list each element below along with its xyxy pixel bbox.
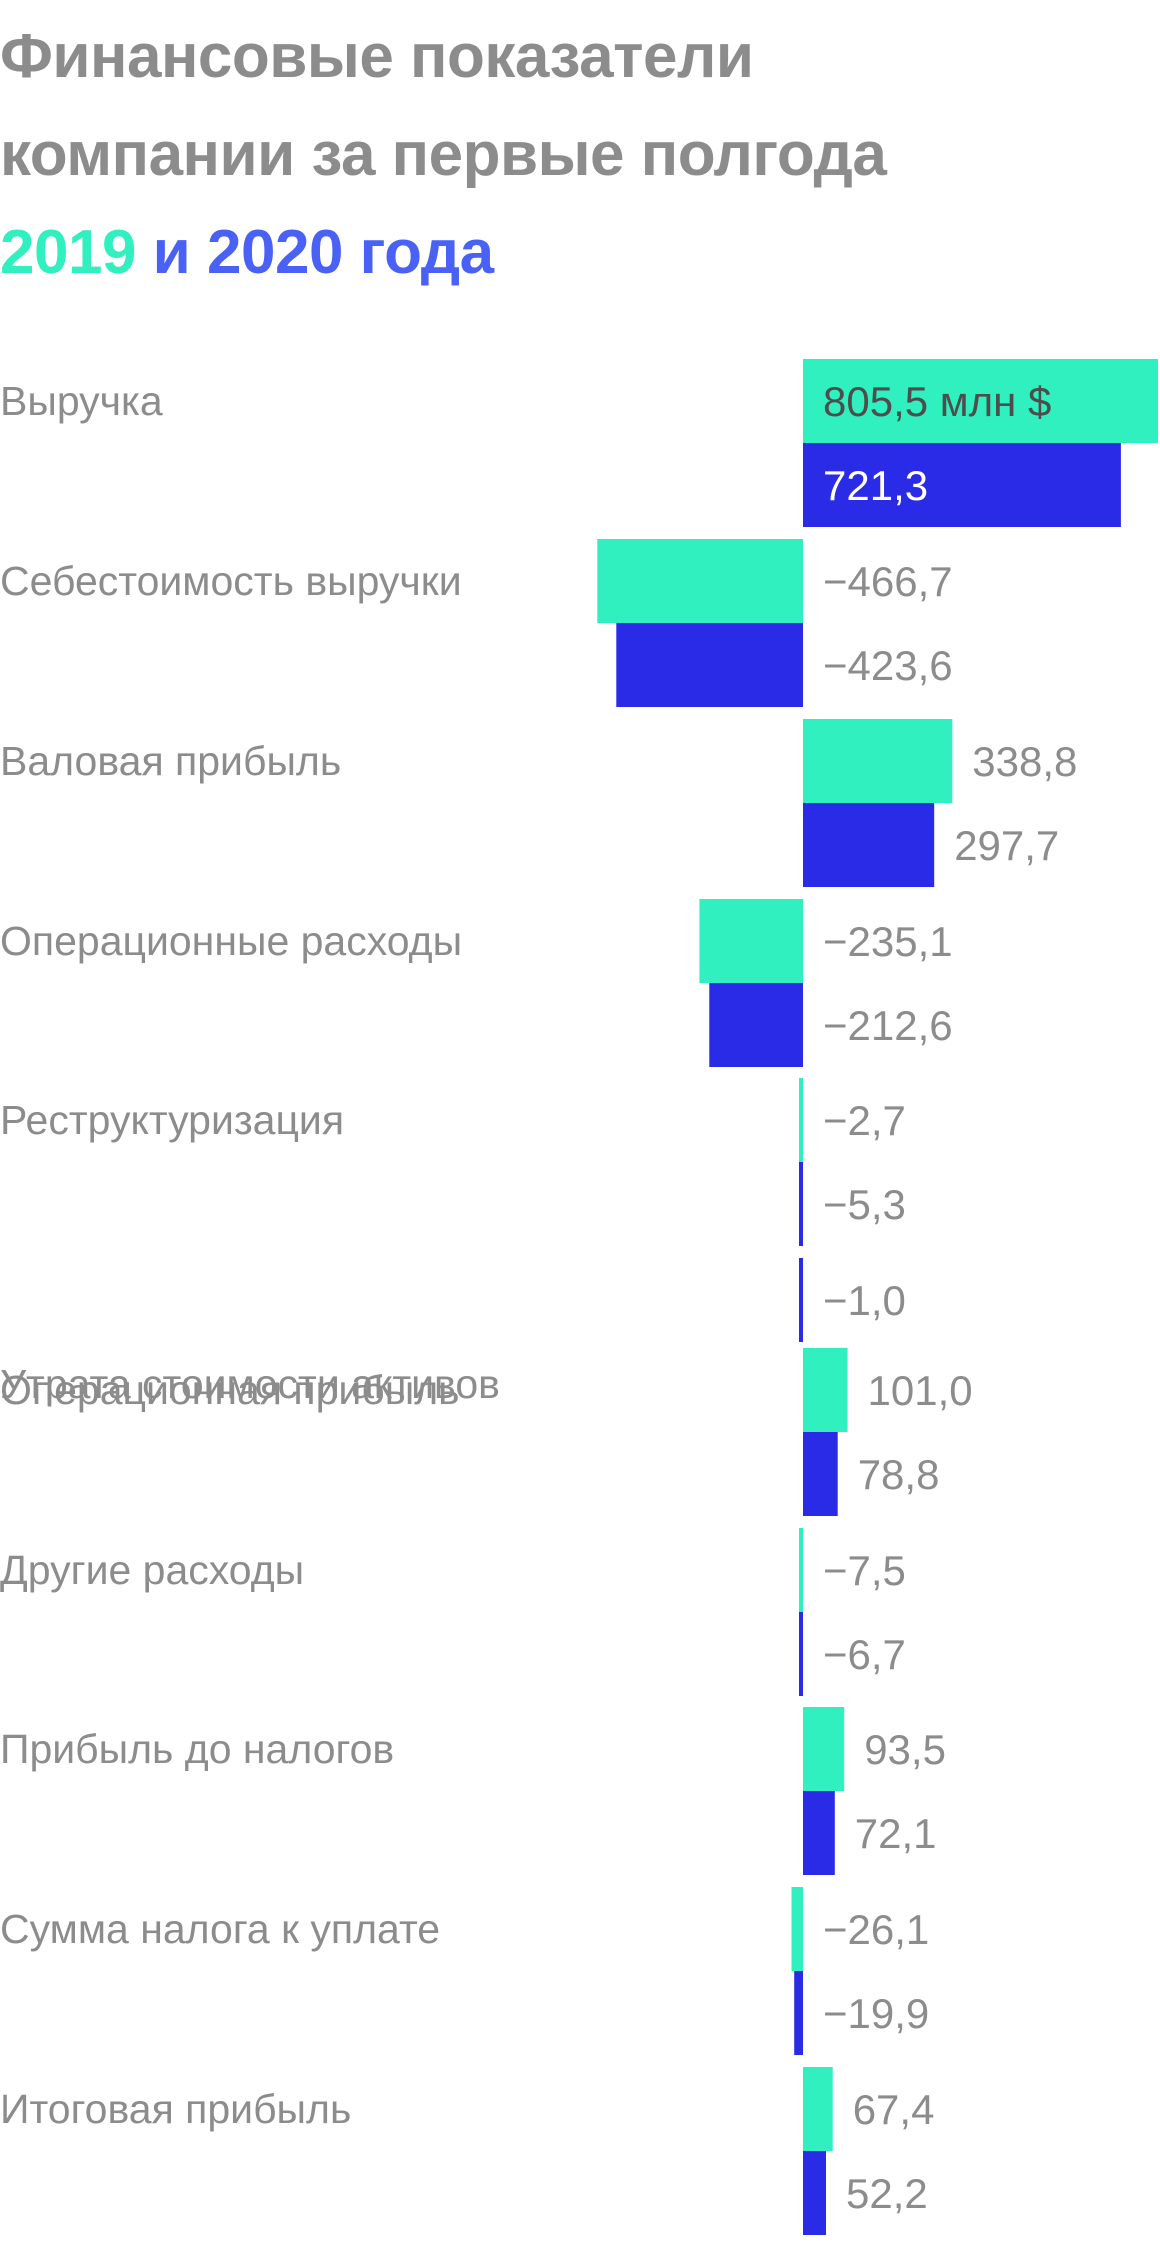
bar-2019: [799, 1078, 803, 1162]
data-label-2019: 805,5 млн $: [823, 378, 1051, 425]
category-label: Реструктуризация: [0, 1097, 344, 1143]
data-label-2019: −466,7: [823, 558, 953, 605]
bar-2019: [699, 899, 803, 983]
bar-2020: [709, 983, 803, 1067]
bar-2020: [803, 2151, 826, 2235]
data-label-2019: −26,1: [823, 1906, 929, 1953]
data-label-2019: 67,4: [853, 2086, 935, 2133]
data-label-2020: −1,0: [823, 1277, 906, 1324]
bar-2019: [803, 1348, 848, 1432]
title-year-2019: 2019: [0, 218, 136, 287]
bar-2019: [803, 2067, 833, 2151]
data-label-2020: −6,7: [823, 1631, 906, 1678]
bar-2020: [803, 443, 1121, 527]
bar-2020: [803, 1432, 838, 1516]
data-label-2019: −7,5: [823, 1547, 906, 1594]
bar-2019: [597, 539, 803, 623]
bar-2020: [616, 623, 803, 707]
category-label: Себестоимость выручки: [0, 558, 462, 604]
bar-2019: [799, 1528, 803, 1612]
bar-2019: [803, 719, 953, 803]
data-label-2020: 52,2: [846, 2170, 928, 2217]
data-label-2020: 297,7: [954, 822, 1059, 869]
category-label: Утрата стоимости активов: [0, 1361, 500, 1407]
bar-2020: [799, 1162, 803, 1246]
data-label-2019: −2,7: [823, 1097, 906, 1144]
category-label: Операционная прибыль: [0, 1367, 460, 1413]
category-label: Итоговая прибыль: [0, 2086, 351, 2132]
data-label-2020: −5,3: [823, 1181, 906, 1228]
data-label-2020: −19,9: [823, 1990, 929, 2037]
title-conjunction: и: [135, 218, 208, 287]
category-label: Другие расходы: [0, 1547, 304, 1593]
category-label: Валовая прибыль: [0, 738, 341, 784]
data-label-2020: 72,1: [855, 1810, 937, 1857]
data-label-2019: 338,8: [972, 738, 1077, 785]
data-label-2019: 101,0: [868, 1367, 973, 1414]
chart-title-line-3: 2019 и 2020 года: [0, 204, 1160, 302]
data-label-2019: 93,5: [864, 1726, 946, 1773]
data-label-2020: −423,6: [823, 642, 953, 689]
category-label: Прибыль до налогов: [0, 1726, 394, 1772]
chart-title-line-2: компании за первые полгода: [0, 120, 887, 189]
bar-2019: [803, 1707, 845, 1791]
bar-2020: [803, 803, 935, 887]
bar-2019: [791, 1887, 803, 1971]
bar-2020: [799, 1258, 803, 1342]
data-label-2020: 78,8: [858, 1451, 940, 1498]
chart-title-line-1: Финансовые показатели: [0, 22, 754, 91]
category-label: Выручка: [0, 378, 163, 424]
category-label: Сумма налога к уплате: [0, 1906, 440, 1952]
title-suffix: года: [342, 218, 494, 287]
bar-2020: [803, 1791, 835, 1875]
data-label-2019: −235,1: [823, 918, 953, 965]
bar-2019: [803, 359, 1158, 443]
bar-2020: [794, 1971, 803, 2055]
data-label-2020: −212,6: [823, 1002, 953, 1049]
bar-2020: [799, 1612, 803, 1696]
category-label: Операционные расходы: [0, 918, 462, 964]
data-label-2020: 721,3: [823, 462, 928, 509]
chart-title: Финансовые показатели компании за первые…: [0, 8, 1160, 302]
title-year-2020: 2020: [207, 218, 343, 287]
